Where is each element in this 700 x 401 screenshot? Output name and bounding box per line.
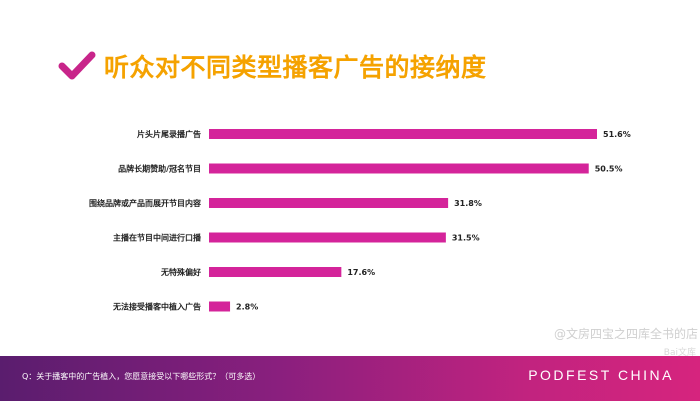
value-label: 2.8% [236,303,258,312]
title-row: 听众对不同类型播客广告的接纳度 [58,48,487,84]
bar [209,232,446,243]
category-label: 品牌长期赞助/冠名节目 [118,164,201,174]
watermark-text: @文房四宝之四库全书的店 [553,327,698,341]
footer-question: Q：关于播客中的广告植入，您愿意接受以下哪些形式？（可多选） [22,372,261,381]
value-label: 17.6% [347,268,375,277]
value-label: 51.6% [603,130,631,139]
checkmark-icon [58,51,96,80]
bar [209,129,597,139]
bar [209,301,231,312]
value-label: 31.5% [452,234,480,243]
category-label: 无法接受播客中植入广告 [112,302,201,312]
category-label: 无特殊偏好 [160,267,201,277]
watermark-logo-text: Bai文库 [663,348,696,358]
page-title: 听众对不同类型播客广告的接纳度 [104,53,487,82]
value-label: 31.8% [454,199,482,208]
bar [209,198,449,208]
value-label: 50.5% [595,165,623,174]
category-label: 围绕品牌或产品而展开节目内容 [89,198,201,208]
bar [209,267,342,277]
bar [209,163,589,174]
footer-brand: PODFEST CHINA [528,367,674,383]
bar-chart: 片头片尾录播广告 51.6% 品牌长期赞助/冠名节目 50.5% 围绕品牌或产品而展开节… [89,129,631,312]
category-label: 片头片尾录播广告 [137,129,201,139]
category-label: 主播在节目中间进行口播 [113,233,202,243]
footer-bar: Q：关于播客中的广告植入，您愿意接受以下哪些形式？（可多选） PODFEST C… [0,356,700,401]
